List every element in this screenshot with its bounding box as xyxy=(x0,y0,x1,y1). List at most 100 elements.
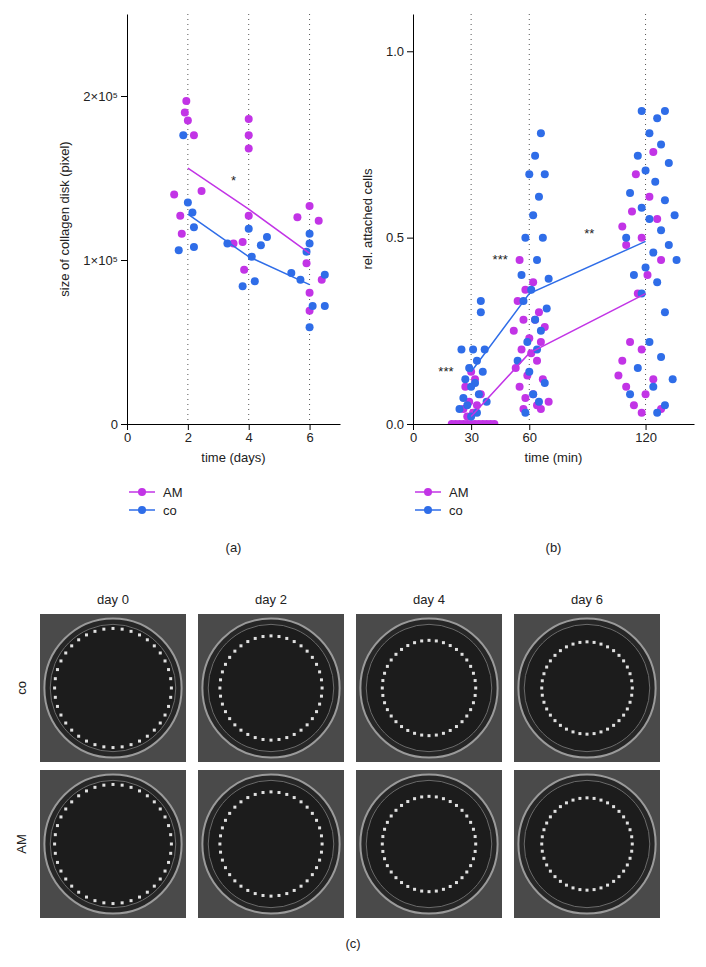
disk-outline-dot xyxy=(386,864,389,867)
well-rim xyxy=(360,774,497,913)
disk-outline-dot xyxy=(626,666,629,669)
disk-outline-dot xyxy=(169,852,172,855)
point xyxy=(184,199,192,207)
point xyxy=(182,97,190,105)
disk-outline-dot xyxy=(164,659,167,662)
disk-outline-dot xyxy=(449,885,452,888)
photo-background xyxy=(356,614,502,762)
y-tick-mark xyxy=(121,260,127,261)
disk-outline-dot xyxy=(630,679,633,682)
point xyxy=(541,170,549,178)
point xyxy=(657,353,665,361)
series-points xyxy=(170,97,326,315)
disk-outline-dot xyxy=(383,672,386,675)
well-rim xyxy=(518,774,655,913)
point xyxy=(467,383,475,391)
disk-outline-dot xyxy=(285,637,288,640)
disk-outline-dot xyxy=(59,815,62,818)
disk-outline-dot xyxy=(224,819,227,822)
point xyxy=(535,193,543,201)
point xyxy=(190,131,198,139)
disk-outline-dot xyxy=(300,800,303,803)
disk-outline-dot xyxy=(218,843,221,846)
disk-outline-dot xyxy=(306,879,309,882)
point xyxy=(521,409,529,417)
x-tick-label: 60 xyxy=(523,430,537,445)
point xyxy=(529,390,537,398)
disk-outline-dot xyxy=(541,850,544,853)
disk-outline-dot xyxy=(572,730,575,733)
disk-outline-dot xyxy=(413,888,416,891)
disk-outline-dot xyxy=(102,628,105,631)
point xyxy=(516,383,524,391)
point xyxy=(642,390,650,398)
disk-outline-dot xyxy=(428,734,431,737)
photo xyxy=(356,770,502,918)
disk-outline-dot xyxy=(64,807,67,810)
disk-outline-dot xyxy=(386,708,389,711)
disk-outline-dot xyxy=(70,729,73,732)
point xyxy=(239,282,247,290)
disk-outline-dot xyxy=(130,899,133,902)
y-axis: 01×10⁵2×10⁵ xyxy=(83,15,127,432)
point xyxy=(657,140,665,148)
disk-outline-dot xyxy=(159,651,162,654)
disk-outline-dot xyxy=(565,645,568,648)
x-tick: 6 xyxy=(306,424,313,445)
disk-outline-dot xyxy=(461,653,464,656)
point xyxy=(661,308,669,316)
point xyxy=(176,212,184,220)
disk-outline-dot xyxy=(146,794,149,797)
disk-outline-dot xyxy=(228,812,231,815)
disk-outline-dot xyxy=(413,797,416,800)
disk-outline-dot xyxy=(549,815,552,818)
point xyxy=(661,107,669,115)
disk-outline-dot xyxy=(542,828,545,831)
disk-outline-dot xyxy=(112,627,115,630)
disk-outline-dot xyxy=(64,878,67,881)
point xyxy=(618,222,626,230)
disk-outline-dot xyxy=(474,835,477,838)
disk-outline-dot xyxy=(593,641,596,644)
grid-line xyxy=(309,14,310,424)
disk-outline-dot xyxy=(469,708,472,711)
disk-outline-dot xyxy=(246,796,249,799)
disk-outline-dot xyxy=(320,851,323,854)
disk-outline-dot xyxy=(233,806,236,809)
point xyxy=(653,278,661,286)
mean-line xyxy=(188,214,310,285)
panel-label: (b) xyxy=(546,540,562,555)
point xyxy=(523,338,531,346)
disk-outline-dot xyxy=(465,871,468,874)
point xyxy=(525,368,533,376)
disk-outline-dot xyxy=(93,743,96,746)
disk-outline-dot xyxy=(85,789,88,792)
point xyxy=(545,275,553,283)
disk-outline-dot xyxy=(77,794,80,797)
disk-outline-dot xyxy=(541,835,544,838)
disk-outline-dot xyxy=(622,815,625,818)
disk-outline-dot xyxy=(630,850,633,853)
disk-outline-dot xyxy=(219,678,222,681)
point xyxy=(539,234,547,242)
point xyxy=(315,217,323,225)
disk-outline-dot xyxy=(54,852,57,855)
well-inner xyxy=(208,624,334,751)
point xyxy=(321,302,329,310)
x-tick-label: 0 xyxy=(124,430,131,445)
disk-outline-dot xyxy=(383,828,386,831)
point xyxy=(622,241,630,249)
disk-outline-dot xyxy=(54,696,57,699)
disk-outline-dot xyxy=(138,789,141,792)
disk-outline-dot xyxy=(406,885,409,888)
disk-outline-dot xyxy=(270,895,273,898)
well-inner xyxy=(366,624,492,751)
mean-line xyxy=(188,168,310,253)
disk-outline-dot xyxy=(435,639,438,642)
disk-outline-dot xyxy=(102,745,105,748)
point xyxy=(537,338,545,346)
point xyxy=(535,398,543,406)
disk-outline-dot xyxy=(542,857,545,860)
disk-outline-dot xyxy=(622,870,625,873)
disk-outline-dot xyxy=(102,784,105,787)
